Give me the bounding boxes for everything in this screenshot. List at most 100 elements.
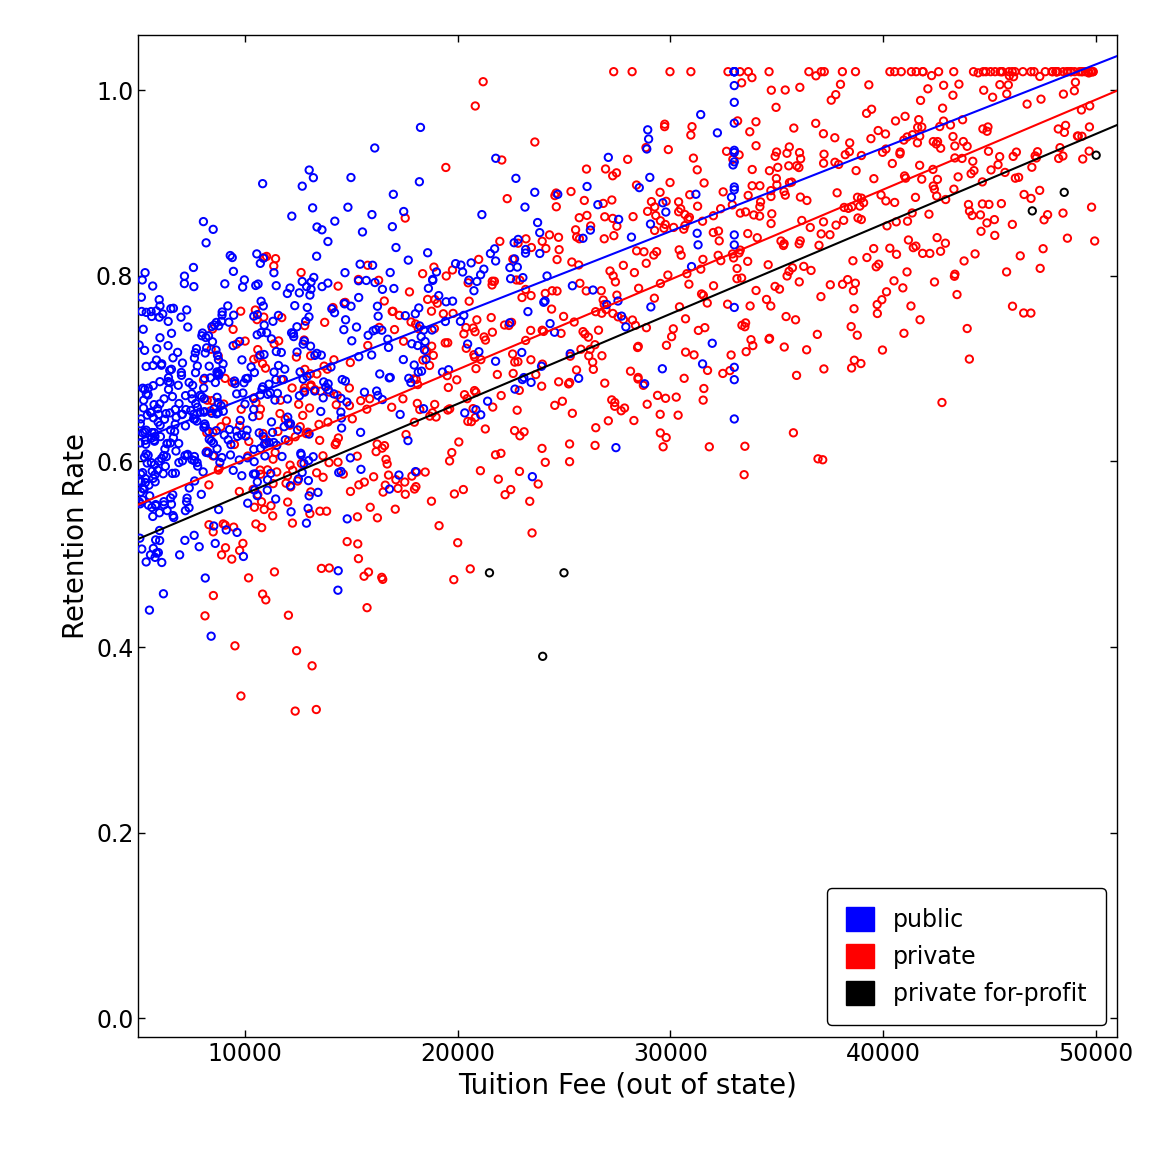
Point: [189, 457, 207, 476]
Point: [210, 458, 228, 477]
Point: [135, 480, 153, 499]
Point: [440, 400, 458, 418]
Point: [642, 297, 660, 316]
Point: [719, 62, 737, 81]
Point: [210, 461, 228, 479]
Point: [244, 306, 263, 325]
Point: [629, 369, 647, 387]
Point: [933, 393, 952, 411]
Point: [324, 298, 342, 317]
Point: [276, 431, 295, 449]
Point: [391, 306, 409, 325]
Point: [219, 431, 237, 449]
Point: [325, 303, 343, 321]
Point: [767, 169, 786, 188]
Point: [195, 369, 213, 387]
Point: [379, 329, 397, 348]
Point: [164, 464, 182, 483]
Point: [248, 305, 266, 324]
Point: [911, 91, 930, 109]
Point: [359, 563, 378, 582]
Point: [645, 221, 664, 240]
Point: [509, 234, 528, 252]
Point: [571, 340, 590, 358]
Point: [279, 408, 297, 426]
Point: [791, 232, 810, 250]
Point: [728, 270, 746, 288]
Point: [873, 341, 892, 359]
Point: [954, 111, 972, 129]
Point: [533, 321, 552, 340]
Point: [381, 369, 400, 387]
Point: [841, 134, 859, 152]
Point: [233, 425, 251, 444]
Point: [283, 379, 302, 397]
Point: [176, 401, 195, 419]
Point: [134, 463, 152, 482]
Point: [296, 317, 314, 335]
Point: [540, 226, 559, 244]
Point: [267, 276, 286, 295]
Point: [250, 424, 268, 442]
Point: [423, 320, 441, 339]
Point: [341, 483, 359, 501]
Point: [247, 301, 265, 319]
Point: [550, 241, 568, 259]
Point: [266, 391, 285, 409]
Point: [396, 209, 415, 227]
Point: [503, 364, 522, 382]
Point: [535, 323, 553, 341]
Point: [525, 183, 544, 202]
Point: [287, 348, 305, 366]
Point: [215, 516, 234, 535]
Point: [776, 308, 795, 326]
Point: [409, 336, 427, 355]
Point: [471, 462, 490, 480]
Point: [141, 486, 159, 505]
Point: [721, 362, 740, 380]
Point: [169, 376, 188, 394]
Point: [349, 271, 367, 289]
Point: [1022, 304, 1040, 323]
Point: [210, 317, 228, 335]
Point: [199, 422, 218, 440]
Point: [768, 158, 787, 176]
Point: [266, 490, 285, 508]
Point: [695, 379, 713, 397]
Point: [486, 252, 505, 271]
Point: [521, 492, 539, 510]
Point: [725, 249, 743, 267]
Point: [776, 185, 795, 204]
Point: [235, 271, 253, 289]
Point: [761, 214, 780, 233]
Point: [532, 357, 551, 376]
Point: [780, 157, 798, 175]
Point: [725, 93, 743, 112]
Point: [516, 241, 535, 259]
Point: [319, 380, 338, 399]
Point: [252, 293, 271, 311]
Point: [869, 304, 887, 323]
Point: [763, 205, 781, 223]
Point: [780, 138, 798, 157]
Point: [290, 363, 309, 381]
Point: [468, 272, 486, 290]
Point: [253, 355, 272, 373]
Point: [256, 447, 274, 465]
Point: [146, 472, 165, 491]
Point: [691, 260, 710, 279]
Point: [775, 235, 794, 253]
Point: [423, 338, 441, 356]
Point: [596, 229, 614, 248]
Point: [548, 282, 567, 301]
Point: [712, 251, 730, 270]
Point: [213, 303, 232, 321]
Point: [598, 295, 616, 313]
Point: [961, 202, 979, 220]
Point: [778, 267, 796, 286]
Point: [514, 268, 532, 287]
Point: [437, 293, 455, 311]
Point: [691, 105, 710, 123]
Point: [407, 477, 425, 495]
Point: [602, 391, 621, 409]
